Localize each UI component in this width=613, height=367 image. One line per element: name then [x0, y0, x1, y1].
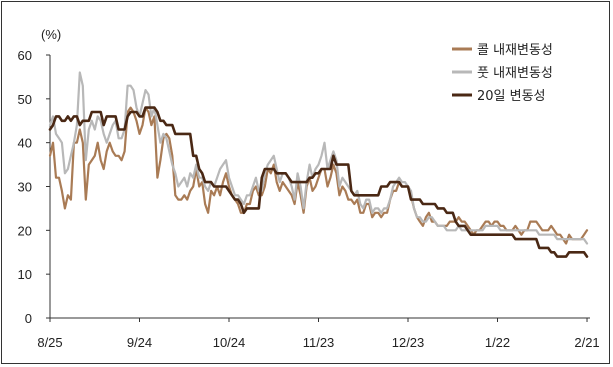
y-tick-label: 50 [18, 92, 32, 107]
y-tick-label: 10 [18, 267, 32, 282]
x-tick-label: 12/23 [392, 335, 425, 350]
y-axis-unit-label: (%) [41, 27, 61, 42]
x-tick-label: 8/25 [37, 335, 62, 350]
series-layer [48, 71, 589, 258]
y-tick-label: 60 [18, 48, 32, 63]
x-tick-label: 2/21 [574, 335, 599, 350]
series-line-1 [48, 106, 589, 245]
x-tick-label: 10/24 [213, 335, 246, 350]
legend-label-2: 풋 내재변동성 [477, 66, 553, 81]
legend-label-3: 20일 변동성 [477, 89, 546, 104]
y-tick-label: 30 [18, 180, 32, 195]
x-tick-label: 9/24 [127, 335, 152, 350]
y-tick-label: 20 [18, 223, 32, 238]
series-line-3 [48, 106, 589, 258]
y-tick-label: 40 [18, 136, 32, 151]
x-tick-label: 1/22 [485, 335, 510, 350]
axes: (%) 0 10 20 30 40 50 60 8/25 9/24 10/24 11/23 12/23 1… [18, 27, 600, 350]
y-tick-label: 0 [25, 311, 32, 326]
x-tick-label: 11/23 [303, 335, 335, 350]
legend-label-1: 콜 내재변동성 [477, 43, 553, 58]
